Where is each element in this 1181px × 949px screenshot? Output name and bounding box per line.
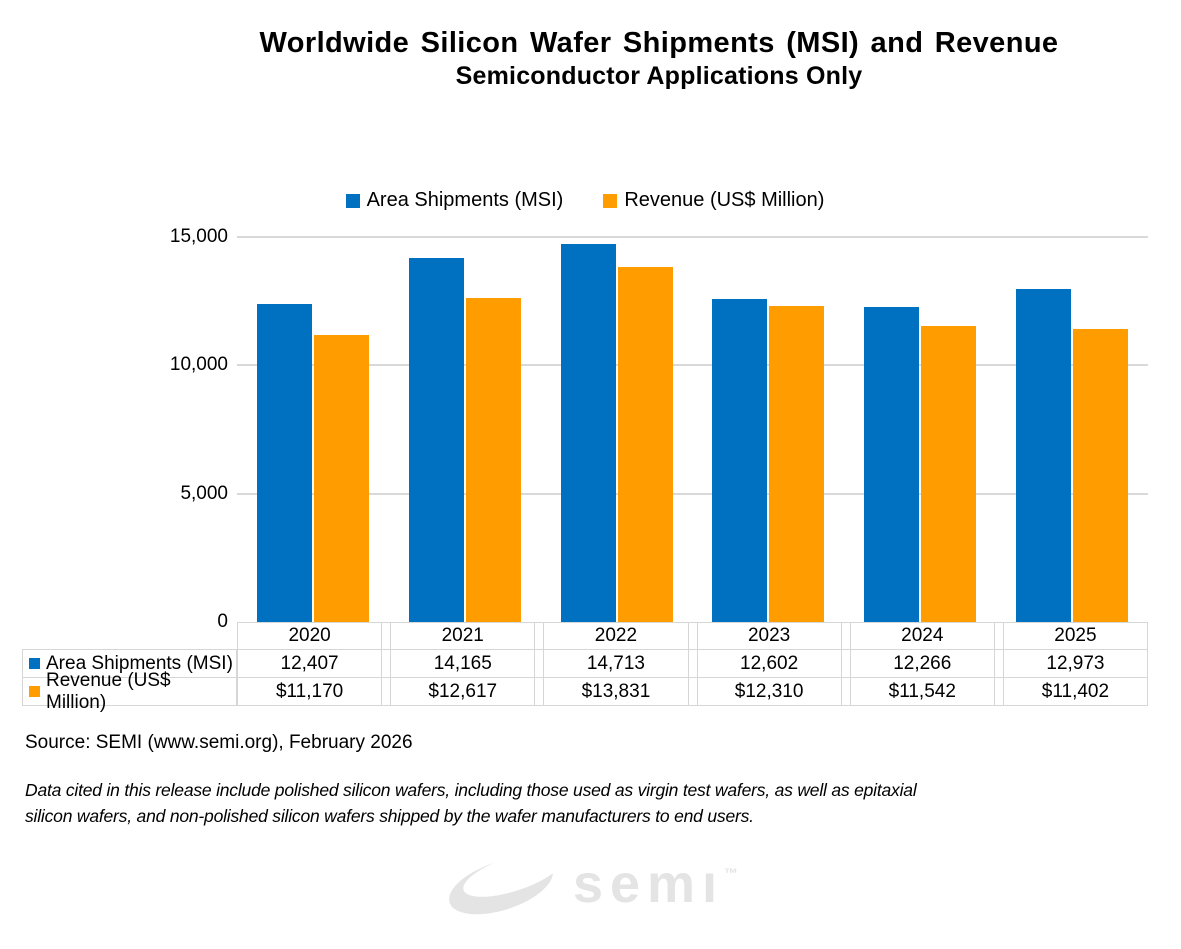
table-column-gap (995, 678, 1003, 705)
table-year-header-2023: 2023 (696, 622, 842, 649)
table-value-shipments-2020: 12,407 (237, 650, 383, 677)
semi-logo-wordmark: semı™ (573, 857, 738, 911)
bar-2025-revenue (1073, 329, 1129, 622)
table-column-gap (688, 622, 697, 649)
table-column-gap (995, 650, 1003, 677)
table-value-revenue-2020: $11,170 (237, 678, 383, 705)
table-corner-cell (22, 622, 237, 649)
data-table: 2020 2021 2022 2023 2024 2025 Area Shipments (… (22, 622, 1149, 713)
bar-group-2020 (237, 237, 389, 622)
footnote-text: Data cited in this release include polis… (25, 777, 917, 830)
y-tick-0: 0 (217, 611, 228, 632)
table-row-shipments: Area Shipments (MSI) 12,407 14,165 14,713 12… (22, 650, 1149, 678)
bar-2020-shipments (256, 303, 312, 622)
bar-group-2024 (844, 237, 996, 622)
y-tick-5000: 5,000 (180, 482, 228, 504)
bar-2021-shipments (408, 258, 464, 622)
bar-2023-revenue (769, 306, 825, 622)
semi-logo-trademark: ™ (724, 865, 739, 881)
y-tick-15000: 15,000 (169, 226, 228, 247)
semi-swoosh-icon (449, 852, 561, 915)
semi-logo: semı™ (0, 852, 1181, 916)
table-value-shipments-2021: 14,165 (390, 650, 536, 677)
table-column-gap (842, 650, 850, 677)
bar-2021-revenue (465, 298, 521, 622)
table-year-header-2020: 2020 (237, 622, 383, 649)
table-value-revenue-2024: $11,542 (849, 678, 995, 705)
bar-groups (237, 237, 1148, 622)
table-row-label-revenue: Revenue (US$ Million) (22, 670, 237, 713)
bar-group-2025 (996, 237, 1148, 622)
plot-area (237, 236, 1148, 622)
legend-item-revenue: Revenue (US$ Million) (603, 189, 824, 212)
table-column-gap (535, 678, 543, 705)
chart-title-block: Worldwide Silicon Wafer Shipments (MSI) … (137, 26, 1181, 91)
bar-2024-shipments (864, 307, 920, 622)
bar-2022-shipments (560, 244, 616, 622)
bar-2022-revenue (617, 267, 673, 622)
semi-logo-text: semı (572, 854, 725, 914)
table-value-revenue-2023: $12,310 (696, 678, 842, 705)
table-row-label-text: Revenue (US$ Million) (46, 669, 171, 713)
table-row-label-shipments: Area Shipments (MSI) (22, 650, 237, 677)
table-column-gap (535, 650, 543, 677)
legend-label-area-shipments: Area Shipments (MSI) (366, 189, 564, 211)
footnote-line-1: Data cited in this release include polis… (25, 780, 917, 800)
bar-2025-shipments (1016, 289, 1072, 622)
table-row-label-text: Area Shipments (MSI) (46, 652, 233, 674)
chart-subtitle: Semiconductor Applications Only (455, 62, 863, 91)
table-column-gap (689, 650, 697, 677)
legend-swatch-blue-icon (345, 193, 360, 208)
chart-title: Worldwide Silicon Wafer Shipments (MSI) … (259, 27, 1059, 59)
blue-series-marker-icon (29, 658, 40, 669)
table-column-gap (689, 678, 697, 705)
table-value-shipments-2023: 12,602 (696, 650, 842, 677)
table-value-revenue-2025: $11,402 (1002, 678, 1149, 705)
bar-2023-shipments (712, 298, 768, 622)
table-year-header-2024: 2024 (849, 622, 995, 649)
bar-group-2023 (692, 237, 844, 622)
bar-2024-revenue (921, 325, 977, 622)
table-year-header-2022: 2022 (543, 622, 689, 649)
orange-series-marker-icon (29, 686, 40, 697)
bar-group-2021 (389, 237, 541, 622)
bar-group-2022 (541, 237, 693, 622)
table-header-row: 2020 2021 2022 2023 2024 2025 (22, 622, 1149, 650)
table-column-gap (994, 622, 1003, 649)
legend-item-area-shipments: Area Shipments (MSI) (345, 189, 564, 212)
table-value-revenue-2021: $12,617 (390, 678, 536, 705)
gridline-10000 (237, 364, 1148, 367)
table-value-shipments-2022: 14,713 (543, 650, 689, 677)
bar-2020-revenue (313, 335, 369, 622)
table-value-shipments-2024: 12,266 (849, 650, 995, 677)
table-column-gap (382, 650, 390, 677)
chart-legend: Area Shipments (MSI) Revenue (US$ Millio… (22, 189, 1148, 212)
source-text: Source: SEMI (www.semi.org), February 20… (25, 732, 413, 753)
table-column-gap (841, 622, 850, 649)
legend-label-revenue: Revenue (US$ Million) (624, 189, 825, 211)
table-column-gap (842, 678, 850, 705)
gridline-5000 (237, 492, 1148, 495)
table-value-revenue-2022: $13,831 (543, 678, 689, 705)
legend-swatch-orange-icon (603, 193, 618, 208)
table-row-revenue: Revenue (US$ Million) $11,170 $12,617 $13,8… (22, 670, 1149, 713)
table-year-header-2025: 2025 (1002, 622, 1149, 649)
table-column-gap (382, 622, 391, 649)
footnote-line-2: silicon wafers, and non-polished silicon… (25, 806, 754, 827)
y-tick-10000: 10,000 (169, 354, 228, 376)
gridline-15000 (237, 236, 1148, 238)
table-year-header-2021: 2021 (390, 622, 536, 649)
table-column-gap (535, 622, 544, 649)
table-column-gap (382, 678, 390, 705)
table-value-shipments-2025: 12,973 (1002, 650, 1149, 677)
